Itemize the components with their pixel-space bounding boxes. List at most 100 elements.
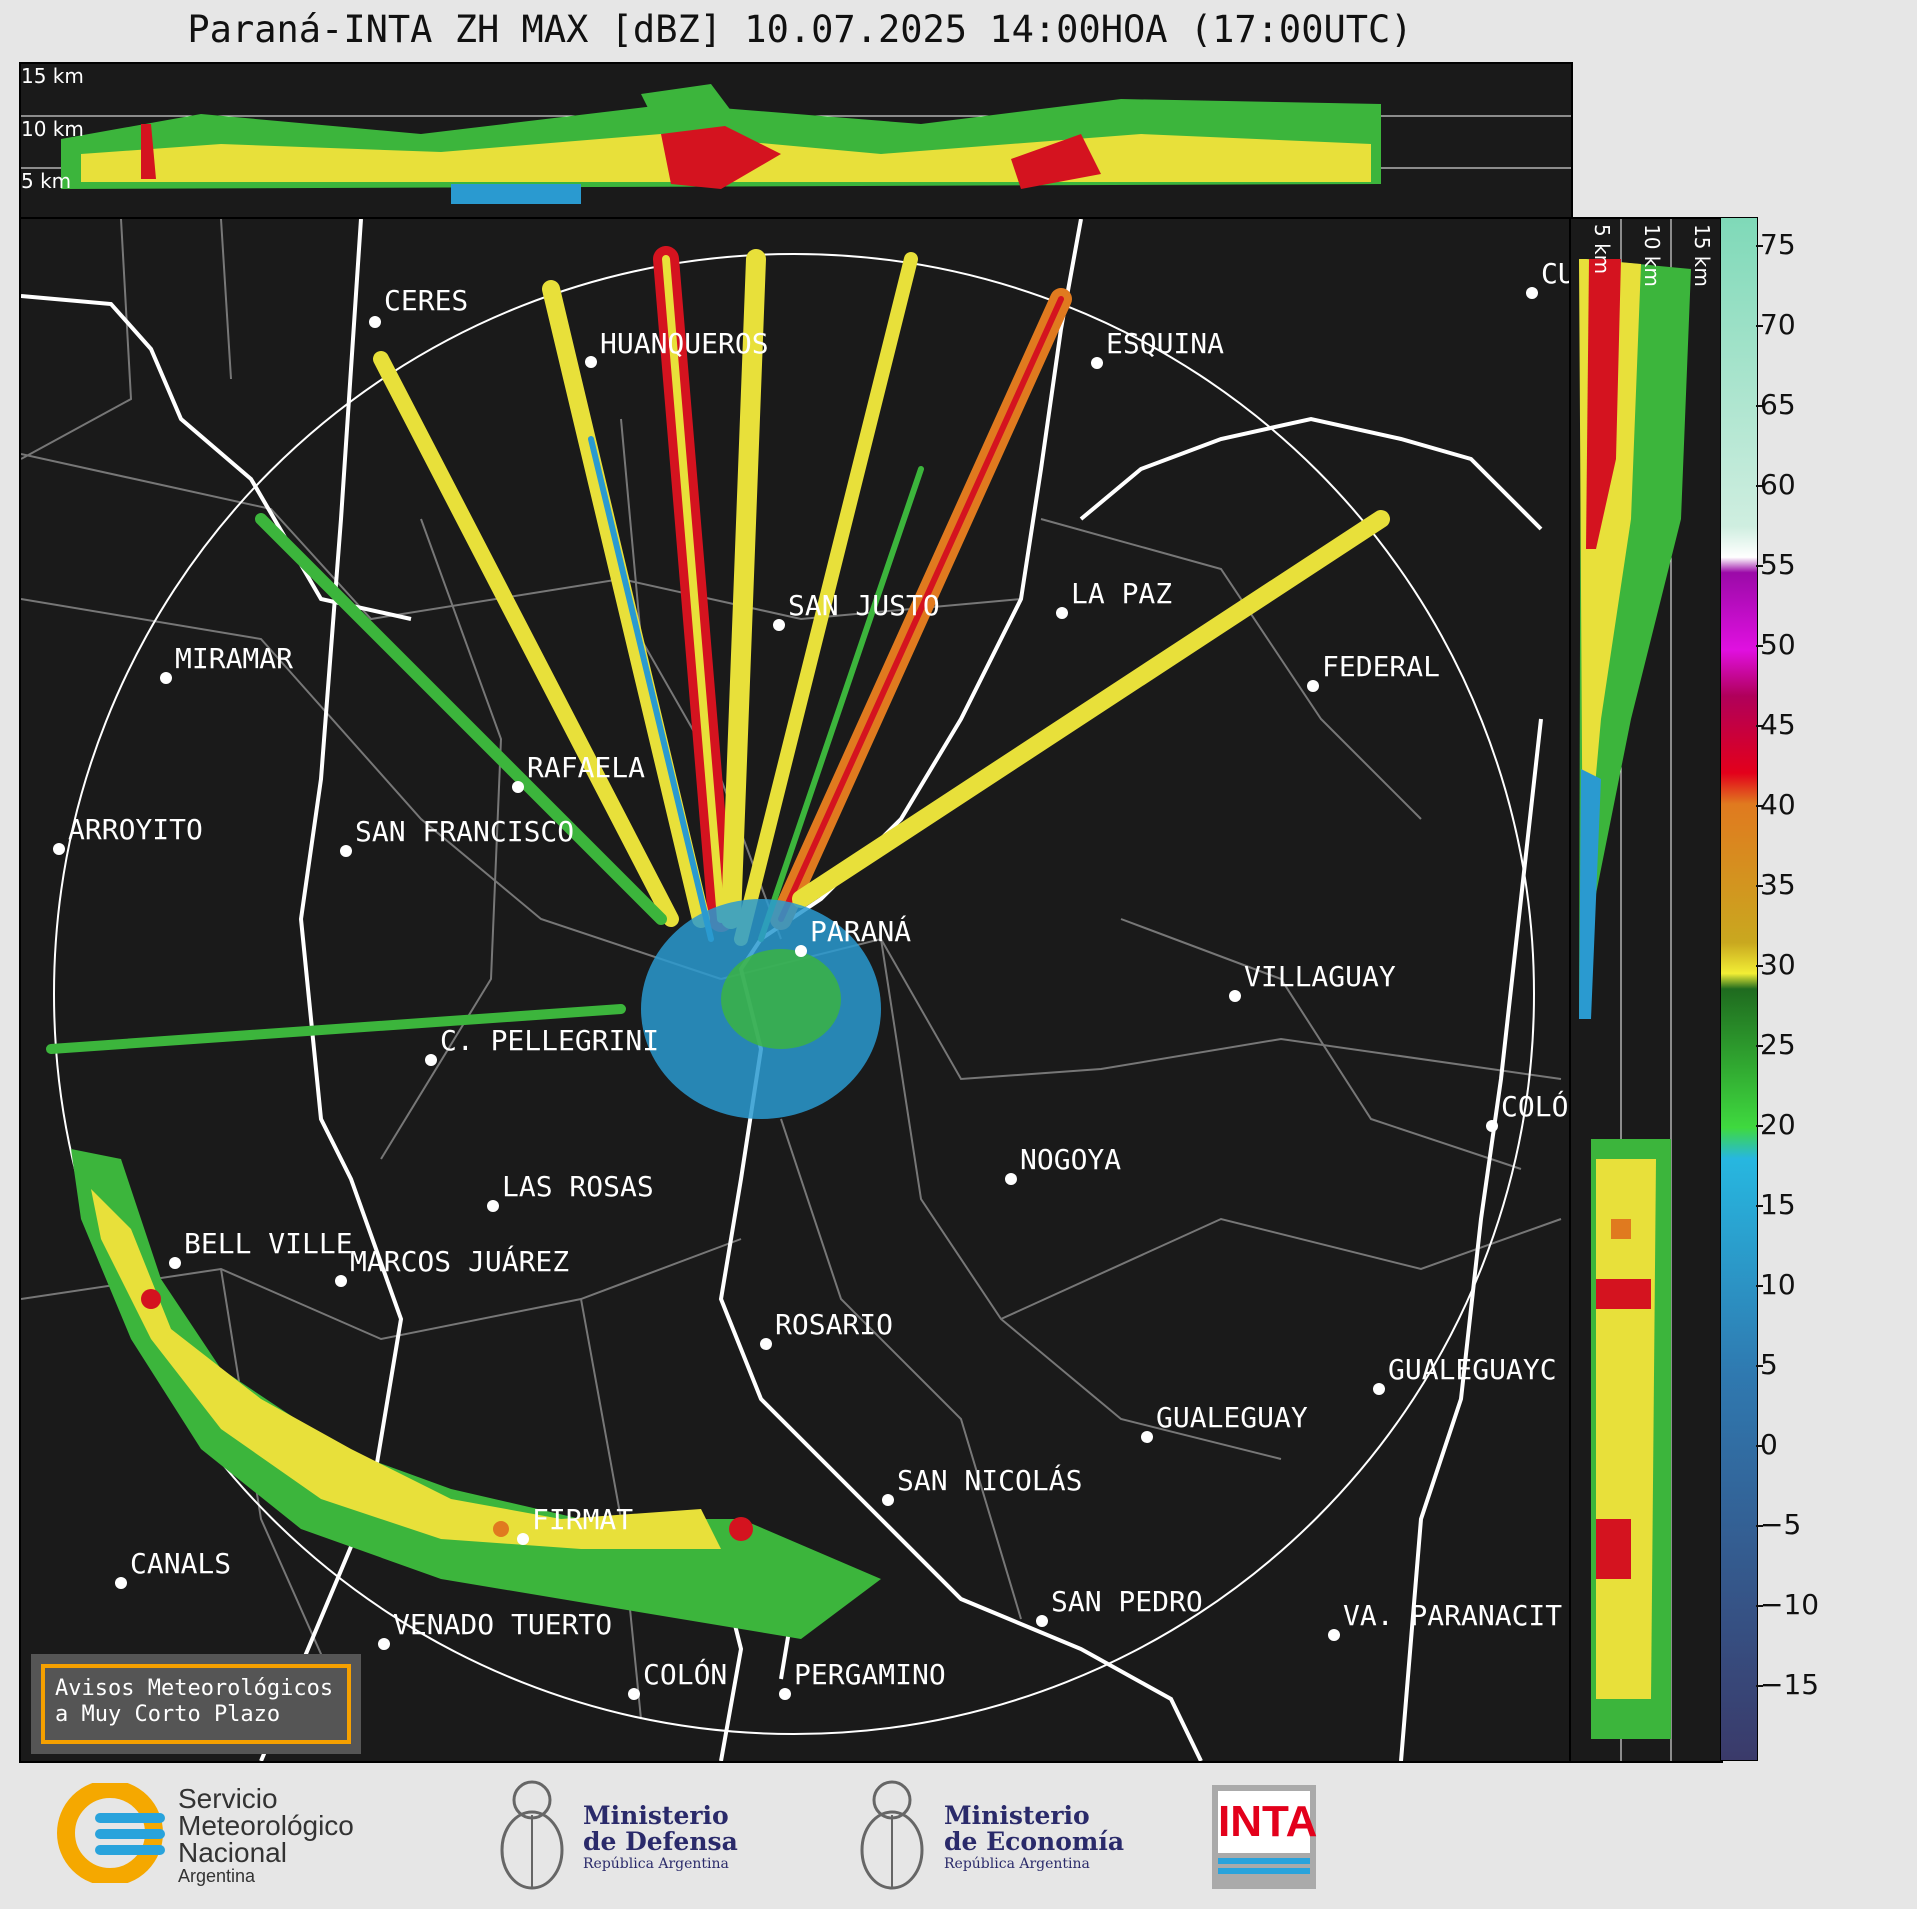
city-label: RAFAELA	[527, 751, 646, 784]
city-dot	[882, 1494, 894, 1506]
city-label: PARANÁ	[810, 915, 912, 948]
city-label: SAN NICOLÁS	[897, 1464, 1083, 1497]
city-label: MIRAMAR	[175, 642, 294, 675]
colorbar-tick: 20	[1756, 1108, 1796, 1141]
colorbar-gradient	[1721, 218, 1757, 1760]
city-label: C. PELLEGRINI	[440, 1024, 660, 1057]
height-label-10km-side: 10 km	[1640, 224, 1664, 287]
colorbar-tick: 60	[1756, 468, 1796, 501]
city-label: VENADO TUERTO	[393, 1608, 613, 1641]
city-dot	[628, 1688, 640, 1700]
city-dot	[779, 1688, 791, 1700]
city-label: COLÓ	[1501, 1090, 1569, 1123]
city-label: VA. PARANACIT	[1343, 1599, 1563, 1632]
city-label: HUANQUEROS	[600, 327, 769, 360]
city-dot	[1141, 1431, 1153, 1443]
city-dot	[369, 316, 381, 328]
inta-stripe	[1218, 1868, 1310, 1874]
colorbar-tick: 70	[1756, 308, 1796, 341]
city-label: SAN PEDRO	[1051, 1585, 1203, 1618]
top-profile-graphic	[21, 84, 1571, 204]
reflectivity-colorbar	[1720, 217, 1758, 1761]
colorbar-tick: 35	[1756, 868, 1796, 901]
city-dot	[1486, 1120, 1498, 1132]
city-label: CANALS	[130, 1547, 232, 1580]
smn-line-4: Argentina	[178, 1866, 256, 1886]
city-dot	[1005, 1173, 1017, 1185]
city-dot	[1036, 1615, 1048, 1627]
city-label: CERES	[384, 284, 469, 317]
city-dot	[773, 619, 785, 631]
colorbar-tick: 15	[1756, 1188, 1796, 1221]
smn-line-1: Servicio	[178, 1783, 278, 1814]
notice-box: Avisos Meteorológicos a Muy Corto Plazo	[31, 1654, 361, 1754]
colorbar-tick: −15	[1755, 1668, 1820, 1701]
height-label-5km-side: 5 km	[1590, 224, 1614, 275]
city-label: NOGOYA	[1020, 1143, 1122, 1176]
defensa-logo-text: Ministerio de Defensa República Argentin…	[583, 1803, 738, 1873]
city-dot	[340, 845, 352, 857]
inta-logo: INTA	[1212, 1785, 1317, 1889]
colorbar-tick: 45	[1756, 708, 1796, 741]
defensa-line-3: República Argentina	[583, 1856, 729, 1872]
coat-of-arms-icon	[860, 1780, 924, 1890]
coat-of-arms-icon	[500, 1780, 564, 1890]
defensa-line-2: de Defensa	[583, 1827, 738, 1856]
economia-logo-text: Ministerio de Economía República Argenti…	[944, 1803, 1124, 1873]
height-label-15km: 15 km	[21, 64, 84, 88]
city-label: SAN FRANCISCO	[355, 815, 575, 848]
city-dot	[1056, 607, 1068, 619]
economia-line-2: de Economía	[944, 1827, 1125, 1856]
city-dot	[1091, 357, 1103, 369]
city-label: GUALEGUAY	[1156, 1401, 1308, 1434]
city-label: CU	[1541, 257, 1573, 290]
inta-stripe	[1218, 1858, 1310, 1864]
defensa-line-1: Ministerio	[583, 1801, 729, 1830]
city-dot	[512, 781, 524, 793]
smn-logo-icon	[57, 1783, 165, 1883]
city-label: PERGAMINO	[794, 1658, 946, 1691]
city-dot	[1229, 990, 1241, 1002]
city-dot	[115, 1577, 127, 1589]
city-dot	[1328, 1629, 1340, 1641]
city-dot	[585, 356, 597, 368]
colorbar-tick: 50	[1756, 628, 1796, 661]
city-dot	[487, 1200, 499, 1212]
smn-line-2: Meteorológico	[178, 1810, 354, 1841]
city-label: ESQUINA	[1106, 327, 1225, 360]
colorbar-tick: −10	[1755, 1588, 1820, 1621]
city-dot	[335, 1275, 347, 1287]
city-dot	[517, 1533, 529, 1545]
colorbar-tick: 65	[1756, 388, 1796, 421]
colorbar-tick: 30	[1756, 948, 1796, 981]
city-dot	[1526, 287, 1538, 299]
city-dot	[378, 1638, 390, 1650]
map-graphic	[21, 219, 1562, 1761]
inta-logo-text: INTA	[1218, 1791, 1317, 1853]
colorbar-tick: 75	[1756, 228, 1796, 261]
notice-line-2: a Muy Corto Plazo	[55, 1702, 281, 1727]
colorbar-tick: 5	[1756, 1348, 1778, 1381]
city-label: FEDERAL	[1322, 650, 1441, 683]
economia-line-1: Ministerio	[944, 1801, 1090, 1830]
city-label: BELL VILLE	[184, 1227, 353, 1260]
city-dot	[169, 1257, 181, 1269]
city-label: VILLAGUAY	[1244, 960, 1396, 993]
colorbar-tick: 25	[1756, 1028, 1796, 1061]
city-label: MARCOS JUÁREZ	[350, 1245, 570, 1278]
smn-line-3: Nacional	[178, 1837, 287, 1868]
colorbar-tick: 40	[1756, 788, 1796, 821]
height-label-10km: 10 km	[21, 117, 84, 141]
city-dot	[425, 1054, 437, 1066]
top-height-profile: 15 km 10 km 5 km	[19, 62, 1573, 221]
city-label: ARROYITO	[68, 813, 203, 846]
city-label: COLÓN	[643, 1658, 728, 1691]
colorbar-tick: 0	[1756, 1428, 1778, 1461]
economia-line-3: República Argentina	[944, 1856, 1090, 1872]
page-title: Paraná-INTA ZH MAX [dBZ] 10.07.2025 14:0…	[187, 8, 1413, 51]
height-label-15km-side: 15 km	[1690, 224, 1714, 287]
side-profile-graphic	[1579, 219, 1691, 1761]
smn-logo-text: Servicio Meteorológico Nacional Argentin…	[178, 1783, 354, 1887]
city-label: FIRMAT	[532, 1503, 634, 1536]
city-dot	[1373, 1383, 1385, 1395]
